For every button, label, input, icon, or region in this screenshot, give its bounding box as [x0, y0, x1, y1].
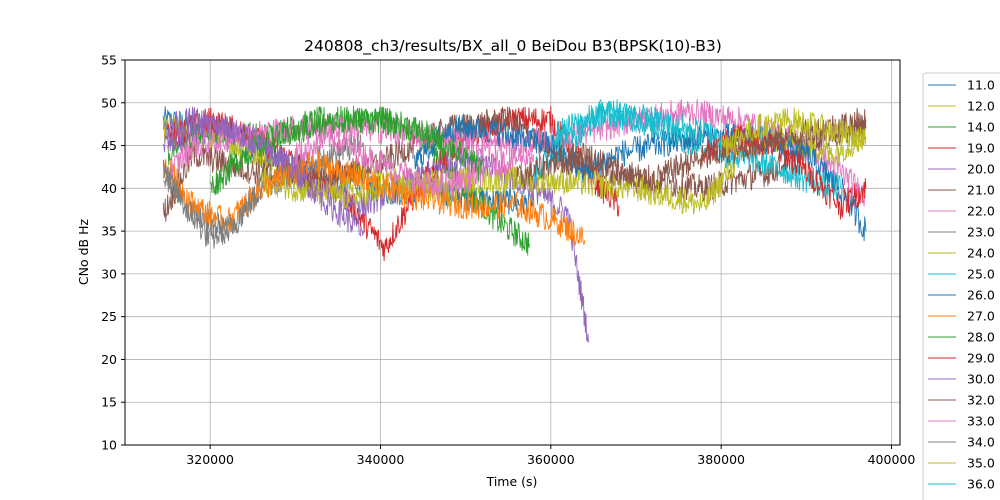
- x-axis-label: Time (s): [486, 474, 538, 489]
- series-line-30.0: [162, 106, 364, 237]
- legend-label: 29.0: [967, 351, 995, 366]
- x-axis: 320000 340000 360000 380000 400000: [186, 445, 915, 467]
- series-line-33.0: [294, 123, 535, 200]
- legend-label: 32.0: [967, 393, 995, 408]
- legend-label: 19.0: [967, 141, 995, 156]
- legend-label: 22.0: [967, 204, 995, 219]
- y-tick-label: 10: [101, 438, 117, 453]
- legend-label: 20.0: [967, 162, 995, 177]
- legend-label: 27.0: [967, 309, 995, 324]
- legend-label: 14.0: [967, 120, 995, 135]
- legend-label: 11.0: [967, 78, 995, 93]
- legend-label: 24.0: [967, 246, 995, 261]
- legend-label: 23.0: [967, 225, 995, 240]
- y-tick-label: 50: [101, 95, 117, 110]
- legend-label: 21.0: [967, 183, 995, 198]
- y-axis-label: CNo dB Hz: [76, 218, 91, 285]
- y-tick-label: 30: [101, 266, 117, 281]
- legend-label: 25.0: [967, 267, 995, 282]
- legend-label: 35.0: [967, 456, 995, 471]
- y-tick-label: 35: [101, 224, 117, 239]
- legend-label: 30.0: [967, 372, 995, 387]
- legend-label: 34.0: [967, 435, 995, 450]
- y-tick-label: 45: [101, 138, 117, 153]
- x-tick-label: 380000: [697, 452, 745, 467]
- series-line-26.0: [414, 114, 867, 242]
- x-tick-label: 320000: [186, 452, 234, 467]
- y-tick-label: 20: [101, 352, 117, 367]
- legend-box: [922, 72, 1000, 500]
- legend: 11.0 12.0 14.0 19.0 20.0 21.0 22.0 23.0 24.0 25.0…: [922, 72, 1000, 500]
- series-line-25.0: [533, 99, 841, 201]
- y-tick-label: 55: [101, 53, 117, 68]
- legend-label: 12.0: [967, 99, 995, 114]
- plot-frame: [124, 59, 901, 446]
- y-tick-label: 25: [101, 309, 117, 324]
- series-line-36.0: [550, 99, 722, 151]
- y-tick-label: 40: [101, 181, 117, 196]
- series-line-35.0: [720, 107, 866, 157]
- series-line-34.0: [162, 159, 262, 249]
- x-tick-label: 340000: [357, 452, 405, 467]
- legend-label: 28.0: [967, 330, 995, 345]
- y-tick-label: 15: [101, 395, 117, 410]
- x-tick-label: 400000: [868, 452, 916, 467]
- chart-title: 240808_ch3/results/BX_all_0 BeiDou B3(BP…: [304, 37, 722, 56]
- plot-lines: [162, 98, 867, 343]
- y-axis: 10 15 20 25 30 35 40 45 50 55: [101, 53, 125, 453]
- legend-label: 33.0: [967, 414, 995, 429]
- legend-label: 36.0: [967, 477, 995, 492]
- x-tick-label: 360000: [527, 452, 575, 467]
- legend-label: 26.0: [967, 288, 995, 303]
